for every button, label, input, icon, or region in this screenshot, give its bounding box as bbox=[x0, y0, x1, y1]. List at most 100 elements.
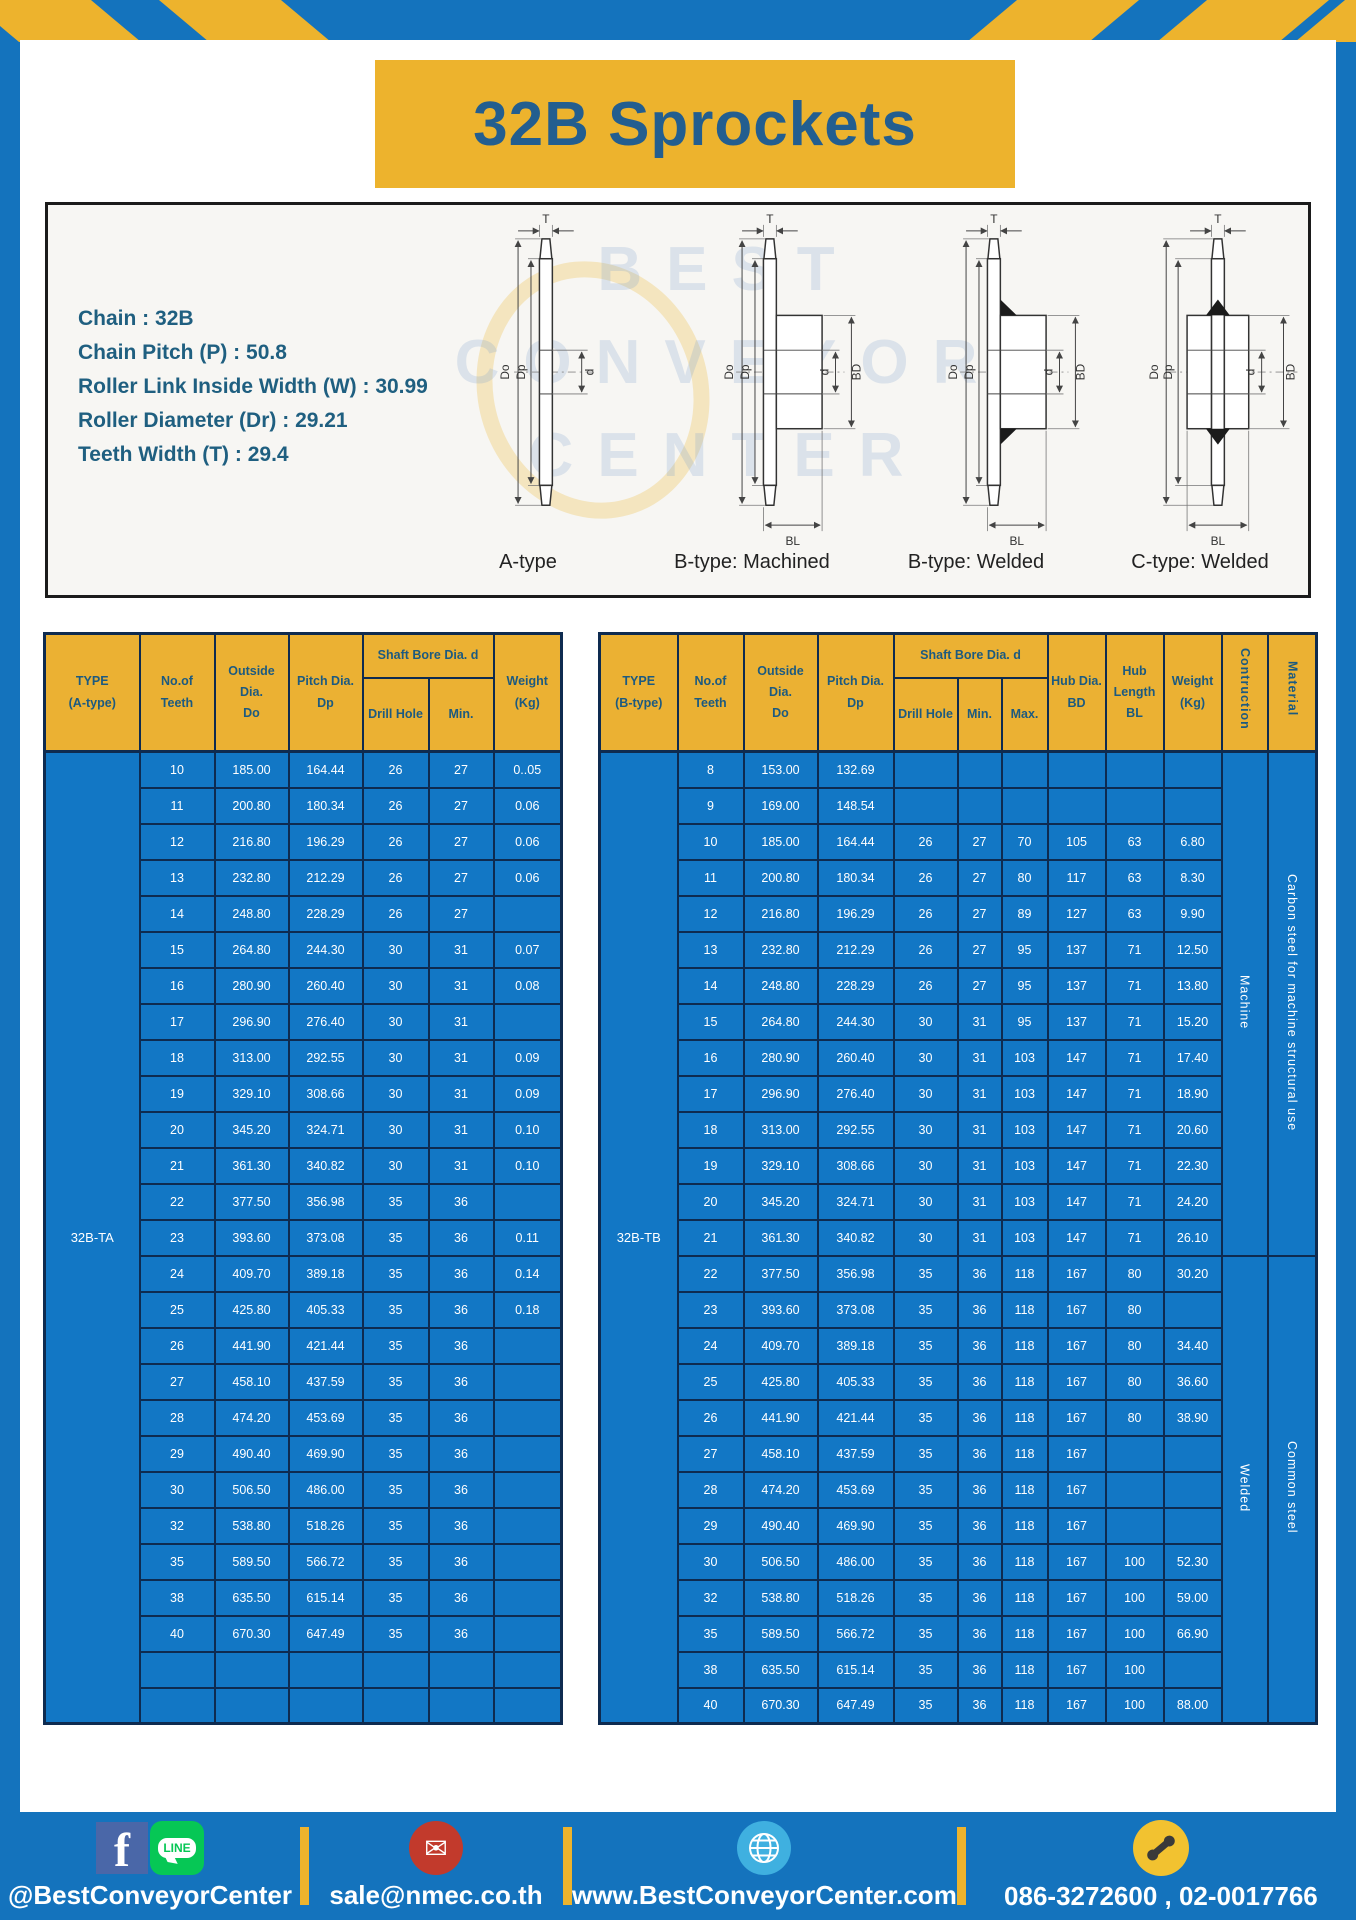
table-cell: 14 bbox=[676, 966, 745, 1005]
table-cell: 340.82 bbox=[816, 1218, 895, 1257]
table-cell: 670.30 bbox=[742, 1686, 819, 1725]
table-cell: 40 bbox=[138, 1614, 216, 1653]
table-cell: 36 bbox=[427, 1326, 495, 1365]
table-cell: 71 bbox=[1104, 1110, 1165, 1149]
table-cell: 26 bbox=[676, 1398, 745, 1437]
column-header: Shaft Bore Dia. d bbox=[892, 632, 1049, 679]
table-cell: 566.72 bbox=[287, 1542, 364, 1581]
table-cell: 26 bbox=[138, 1326, 216, 1365]
table-cell: 35 bbox=[138, 1542, 216, 1581]
table-cell: 80 bbox=[1104, 1290, 1165, 1329]
table-cell: 421.44 bbox=[816, 1398, 895, 1437]
table-cell: 167 bbox=[1046, 1614, 1107, 1653]
table-cell: 22 bbox=[138, 1182, 216, 1221]
table-cell: 425.80 bbox=[213, 1290, 290, 1329]
table-row: 24 409.70 389.18 35 36 118 167 80 34.40 bbox=[600, 1326, 1317, 1365]
table-cell bbox=[492, 1398, 563, 1437]
table-cell: 180.34 bbox=[816, 858, 895, 897]
table-cell bbox=[492, 1614, 563, 1653]
table-cell: 23 bbox=[676, 1290, 745, 1329]
sprocket-table-b: TYPE (B-type) No.of Teeth Outside Dia. D… bbox=[598, 632, 1319, 1725]
table-cell: 0.08 bbox=[492, 966, 563, 1005]
table-row: 17 296.90 276.40 30 31 103 147 71 18.90 bbox=[600, 1074, 1317, 1113]
table-cell: 280.90 bbox=[742, 1038, 819, 1077]
table-cell: 16 bbox=[676, 1038, 745, 1077]
table-cell: 35 bbox=[892, 1326, 959, 1365]
table-cell: 31 bbox=[956, 1038, 1003, 1077]
table-cell: 80 bbox=[1104, 1326, 1165, 1365]
table-cell: 35 bbox=[892, 1362, 959, 1401]
table-cell bbox=[361, 1650, 430, 1689]
table-cell: 30 bbox=[892, 1182, 959, 1221]
table-cell: 167 bbox=[1046, 1434, 1107, 1473]
sprocket-cross-section-b-machined: T Do Dp d BD BL bbox=[722, 213, 863, 548]
table-row: 19 329.10 308.66 30 31 103 147 71 22.30 bbox=[600, 1146, 1317, 1185]
table-cell: 31 bbox=[956, 1218, 1003, 1257]
table-cell: 20 bbox=[138, 1110, 216, 1149]
table-cell: 276.40 bbox=[287, 1002, 364, 1041]
table-cell: 29 bbox=[676, 1506, 745, 1545]
table-cell bbox=[492, 1434, 563, 1473]
table-cell: 27 bbox=[427, 822, 495, 861]
table-row: 10 185.00 164.44 26 27 70 105 63 6.80 bbox=[600, 822, 1317, 861]
table-cell: 409.70 bbox=[742, 1326, 819, 1365]
table-cell: 105 bbox=[1046, 822, 1107, 861]
table-cell: 474.20 bbox=[213, 1398, 290, 1437]
table-cell: 389.18 bbox=[287, 1254, 364, 1293]
table-cell: 35 bbox=[361, 1434, 430, 1473]
table-cell: 35 bbox=[361, 1362, 430, 1401]
table-row: 30 506.50 486.00 35 36 118 167 100 52.30 bbox=[600, 1542, 1317, 1581]
table-cell: 0.09 bbox=[492, 1074, 563, 1113]
construction-cell: Welded bbox=[1220, 1254, 1269, 1725]
table-cell: 292.55 bbox=[287, 1038, 364, 1077]
column-header: Drill Hole bbox=[361, 676, 430, 753]
table-cell: 36 bbox=[427, 1506, 495, 1545]
table-cell bbox=[213, 1686, 290, 1725]
table-cell: 264.80 bbox=[213, 930, 290, 969]
table-cell: 118 bbox=[1000, 1254, 1049, 1293]
table-row: 38 635.50 615.14 35 36 bbox=[45, 1578, 563, 1617]
line-badge: LINE bbox=[158, 1838, 196, 1858]
table-cell: 169.00 bbox=[742, 786, 819, 825]
table-cell bbox=[1104, 750, 1165, 789]
table-cell: 212.29 bbox=[287, 858, 364, 897]
table-cell: 167 bbox=[1046, 1362, 1107, 1401]
table-cell: 38 bbox=[676, 1650, 745, 1689]
footer-social: f LINE @BestConveyorCenter bbox=[0, 1821, 300, 1911]
table-cell: 167 bbox=[1046, 1254, 1107, 1293]
table-cell: 308.66 bbox=[287, 1074, 364, 1113]
table-cell: 0.14 bbox=[492, 1254, 563, 1293]
table-cell: 26 bbox=[361, 786, 430, 825]
table-cell: 36 bbox=[427, 1362, 495, 1401]
table-cell bbox=[361, 1686, 430, 1725]
table-cell: 409.70 bbox=[213, 1254, 290, 1293]
table-row: 13 232.80 212.29 26 27 0.06 bbox=[45, 858, 563, 897]
table-cell: 31 bbox=[956, 1002, 1003, 1041]
table-cell: 27 bbox=[956, 930, 1003, 969]
table-cell: 35 bbox=[361, 1326, 430, 1365]
table-cell: 164.44 bbox=[816, 822, 895, 861]
table-cell: 167 bbox=[1046, 1650, 1107, 1689]
table-cell: 421.44 bbox=[287, 1326, 364, 1365]
table-cell: 22.30 bbox=[1162, 1146, 1223, 1185]
table-cell: 244.30 bbox=[816, 1002, 895, 1041]
table-cell: 167 bbox=[1046, 1578, 1107, 1617]
table-cell: 35 bbox=[361, 1398, 430, 1437]
table-cell: 329.10 bbox=[213, 1074, 290, 1113]
table-cell: 100 bbox=[1104, 1542, 1165, 1581]
table-cell: 100 bbox=[1104, 1614, 1165, 1653]
table-cell: 308.66 bbox=[816, 1146, 895, 1185]
table-row: 22 377.50 356.98 35 36 118 167 80 30.20 Welded Com… bbox=[600, 1254, 1318, 1725]
table-cell: 17 bbox=[676, 1074, 745, 1113]
table-cell: 22 bbox=[676, 1254, 745, 1293]
table-cell: 27 bbox=[427, 858, 495, 897]
table-cell: 296.90 bbox=[213, 1002, 290, 1041]
table-cell bbox=[1046, 786, 1107, 825]
dim-label-d: d bbox=[583, 369, 597, 376]
table-cell bbox=[492, 1002, 563, 1041]
table-cell: 458.10 bbox=[742, 1434, 819, 1473]
table-cell: 393.60 bbox=[742, 1290, 819, 1329]
table-cell: 25 bbox=[138, 1290, 216, 1329]
watermark-line: CENTER bbox=[528, 421, 928, 490]
table-cell: 437.59 bbox=[816, 1434, 895, 1473]
